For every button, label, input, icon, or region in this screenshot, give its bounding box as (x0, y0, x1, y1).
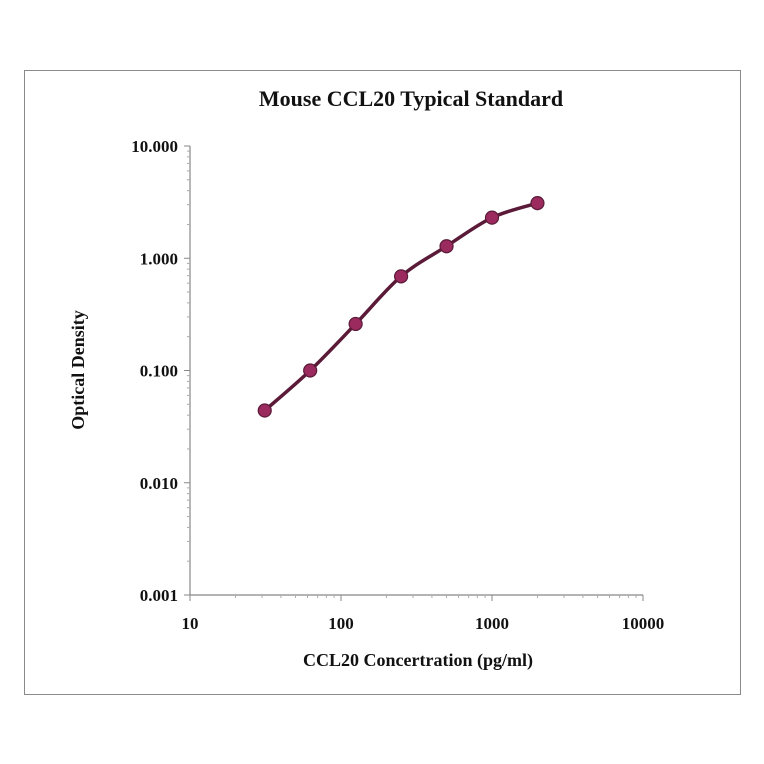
data-point (484, 210, 500, 225)
chart-frame (24, 70, 741, 695)
y-tick-label: 1.000 (140, 249, 178, 268)
x-tick-label: 10000 (622, 614, 665, 633)
data-point (348, 316, 363, 332)
data-point (530, 195, 545, 211)
x-tick-label: 1000 (475, 614, 509, 633)
y-tick-label: 0.100 (140, 362, 178, 381)
y-axis-label: Optical Density (68, 310, 88, 430)
y-tick-label: 0.001 (140, 586, 178, 605)
x-axis-label: CCL20 Concertration (pg/ml) (303, 650, 533, 671)
y-tick-label: 0.010 (140, 474, 178, 493)
y-tick-label: 10.000 (131, 137, 178, 156)
x-tick-label: 10 (182, 614, 199, 633)
data-point (393, 269, 409, 284)
chart-title: Mouse CCL20 Typical Standard (259, 86, 563, 111)
x-tick-label: 100 (328, 614, 354, 633)
data-point (303, 363, 318, 378)
data-point (257, 403, 272, 418)
data-point (439, 239, 454, 254)
